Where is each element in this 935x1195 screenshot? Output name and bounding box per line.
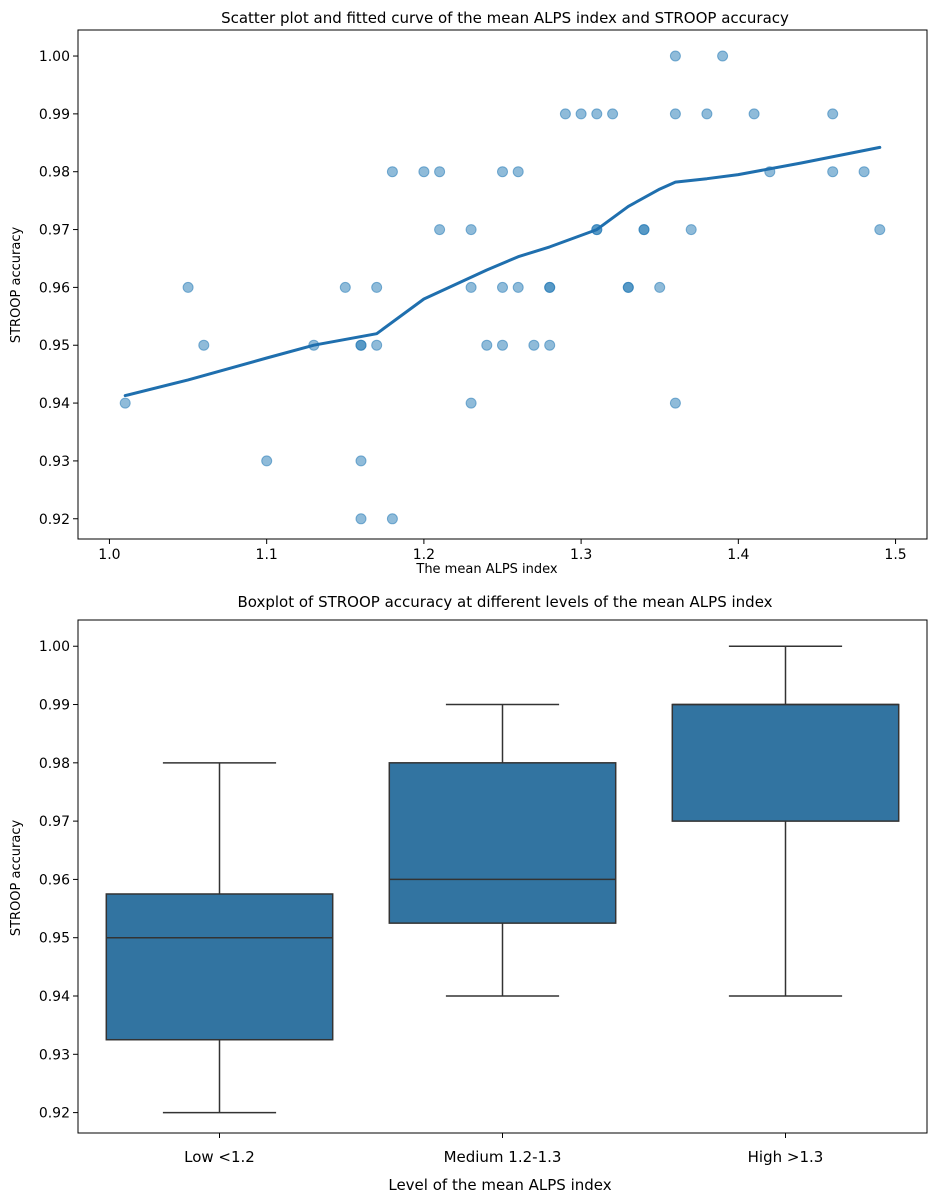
y-tick-label: 1.00: [39, 49, 70, 65]
scatter-point: [669, 108, 681, 120]
scatter-point: [497, 166, 508, 178]
scatter-x-axis-label: The mean ALPS index: [415, 562, 558, 577]
scatter-point: [748, 108, 760, 120]
scatter-point: [339, 281, 351, 293]
scatter-point: [119, 397, 131, 409]
scatter-x-ticks: 1.0 1.1 1.2 1.3 1.4 1.5: [98, 539, 907, 563]
y-tick-label: 0.95: [39, 338, 70, 354]
scatter-point: [386, 513, 398, 525]
y-tick-label: 0.99: [39, 107, 70, 123]
boxplot-title: Boxplot of STROOP accuracy at different …: [237, 593, 772, 611]
box-iqr: [105, 893, 334, 1041]
y-tick-label: 0.93: [39, 1047, 70, 1063]
y-tick-label: 0.94: [39, 989, 70, 1005]
box-group: [671, 645, 900, 997]
scatter-point: [701, 108, 713, 120]
y-tick-label: 0.97: [39, 223, 70, 239]
x-tick-label: 1.3: [570, 547, 592, 563]
scatter-point: [434, 166, 446, 178]
scatter-point: [261, 455, 273, 467]
scatter-point: [717, 50, 729, 62]
scatter-point: [371, 339, 383, 351]
scatter-point: [528, 339, 540, 351]
scatter-y-ticks: 0.92 0.93 0.94 0.95 0.96 0.97 0.98 0.99 1.00: [39, 49, 78, 528]
boxplot-y-axis-label: STROOP accuracy: [9, 820, 24, 937]
y-tick-label: 0.96: [39, 872, 70, 888]
category-label: Low <1.2: [184, 1148, 255, 1166]
scatter-point: [386, 166, 398, 178]
scatter-point: [669, 50, 681, 62]
scatter-point: [434, 224, 446, 236]
scatter-chart: Scatter plot and fitted curve of the mea…: [9, 9, 928, 577]
scatter-point: [371, 281, 383, 293]
box-group: [105, 762, 334, 1114]
box-iqr: [388, 762, 617, 924]
scatter-point: [465, 224, 477, 236]
y-tick-label: 0.96: [39, 280, 70, 296]
scatter-point: [497, 339, 508, 351]
y-tick-label: 0.93: [39, 454, 70, 470]
category-label: High >1.3: [748, 1148, 824, 1166]
scatter-point: [591, 108, 603, 120]
scatter-point: [544, 281, 556, 293]
scatter-point: [544, 339, 556, 351]
scatter-point: [355, 513, 367, 525]
scatter-point: [497, 281, 508, 293]
boxplot-chart: Boxplot of STROOP accuracy at different …: [9, 593, 928, 1194]
y-tick-label: 1.00: [39, 639, 70, 655]
scatter-point: [355, 455, 367, 467]
scatter-point: [481, 339, 493, 351]
scatter-point: [685, 224, 697, 236]
scatter-point: [512, 281, 524, 293]
scatter-point: [874, 224, 886, 236]
category-label: Medium 1.2-1.3: [444, 1148, 562, 1166]
y-tick-label: 0.92: [39, 1106, 70, 1122]
y-tick-label: 0.98: [39, 165, 70, 181]
scatter-point: [465, 281, 477, 293]
scatter-point: [654, 281, 666, 293]
scatter-point: [858, 166, 870, 178]
scatter-plot-frame: [77, 29, 928, 540]
boxplot-x-ticks: Low <1.2 Medium 1.2-1.3 High >1.3: [184, 1133, 823, 1166]
x-tick-label: 1.1: [256, 547, 278, 563]
scatter-point: [512, 166, 524, 178]
boxplot-y-ticks: 0.92 0.93 0.94 0.95 0.96 0.97 0.98 0.99 1.00: [39, 639, 78, 1122]
scatter-point: [622, 281, 634, 293]
boxplot-x-axis-label: Level of the mean ALPS index: [388, 1176, 611, 1194]
x-tick-label: 1.2: [413, 547, 435, 563]
y-tick-label: 0.92: [39, 512, 70, 528]
y-tick-label: 0.98: [39, 756, 70, 772]
scatter-point: [607, 108, 619, 120]
y-tick-label: 0.95: [39, 931, 70, 947]
y-tick-label: 0.97: [39, 814, 70, 830]
scatter-point: [418, 166, 430, 178]
fitted-curve: [123, 145, 882, 398]
scatter-title: Scatter plot and fitted curve of the mea…: [221, 9, 789, 27]
box-iqr: [671, 703, 900, 822]
scatter-point: [827, 108, 839, 120]
scatter-point: [182, 281, 194, 293]
scatter-y-axis-label: STROOP accuracy: [9, 227, 24, 344]
scatter-point: [559, 108, 571, 120]
boxplot-boxes: [105, 645, 900, 1114]
boxplot-plot-frame: [77, 619, 928, 1134]
scatter-point: [465, 397, 477, 409]
x-tick-label: 1.5: [884, 547, 906, 563]
x-tick-label: 1.4: [727, 547, 749, 563]
scatter-point: [355, 339, 367, 351]
scatter-point: [575, 108, 587, 120]
box-group: [388, 703, 617, 997]
y-tick-label: 0.99: [39, 698, 70, 714]
y-tick-label: 0.94: [39, 396, 70, 412]
scatter-point: [669, 397, 681, 409]
scatter-points: [119, 50, 886, 525]
scatter-point: [638, 224, 650, 236]
scatter-point: [198, 339, 210, 351]
scatter-point: [827, 166, 839, 178]
x-tick-label: 1.0: [98, 547, 120, 563]
fitted-curve-group: [123, 145, 882, 398]
